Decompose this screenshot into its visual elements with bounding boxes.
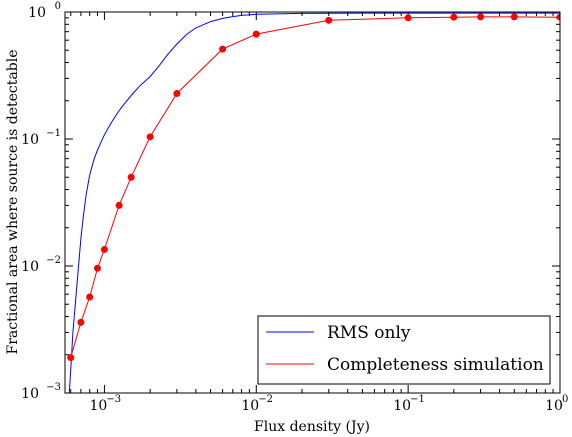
x-axis-label: Flux density (Jy): [254, 419, 370, 435]
data-point: [252, 30, 260, 38]
x-tick-label-base: 10: [545, 398, 563, 414]
x-tick-label-exponent: −3: [106, 394, 121, 405]
y-tick-label-base: 10: [21, 259, 39, 275]
x-tick-label-exponent: 0: [562, 394, 568, 405]
legend-label-completeness: Completeness simulation: [327, 355, 544, 375]
data-point: [510, 13, 518, 21]
series-layer: [67, 12, 560, 393]
data-point: [86, 293, 94, 301]
x-tick-label-exponent: −2: [258, 394, 273, 405]
series-line-0: [68, 12, 560, 393]
data-point: [93, 264, 101, 272]
data-point: [115, 201, 123, 209]
y-tick-label-exponent: −1: [46, 128, 61, 139]
legend-label-rms-only: RMS only: [327, 323, 411, 343]
y-tick-label-base: 10: [21, 132, 39, 148]
data-point: [173, 90, 181, 98]
y-tick-label: 10 −2: [21, 255, 61, 275]
x-tick-label: 10 −1: [393, 394, 425, 414]
data-point: [77, 318, 85, 326]
x-tick-label: 10 −2: [241, 394, 273, 414]
x-tick-label: 10 −3: [90, 394, 122, 414]
data-point: [127, 173, 135, 181]
legend-box: [257, 315, 551, 385]
y-tick-label: 10 −1: [21, 128, 61, 148]
y-tick-label: 10 0: [28, 1, 61, 21]
data-point: [450, 13, 458, 21]
data-point: [556, 13, 560, 21]
legend: RMS only Completeness simulation: [257, 315, 551, 385]
y-tick-label-base: 10: [28, 5, 46, 21]
x-tick-label-exponent: −1: [410, 394, 425, 405]
x-tick-label-base: 10: [393, 398, 411, 414]
x-tick-label-base: 10: [241, 398, 259, 414]
data-point: [100, 245, 108, 253]
data-point: [146, 133, 154, 141]
labels-layer: 10 −3 10 −2 10 −1 10 010 −310 −210 −110 0: [21, 1, 568, 414]
y-tick-label-exponent: −2: [46, 255, 61, 266]
y-tick-label-exponent: 0: [55, 1, 61, 12]
y-axis-label: Fractional area where source is detectab…: [5, 50, 21, 355]
plot-frame: [64, 11, 561, 394]
data-point: [404, 14, 412, 22]
x-tick-label: 10 0: [545, 394, 568, 414]
x-tick-label-base: 10: [90, 398, 108, 414]
data-point: [325, 16, 333, 24]
y-tick-label-base: 10: [21, 386, 39, 402]
data-point: [67, 354, 75, 362]
data-point: [477, 13, 485, 21]
y-tick-label-exponent: −3: [46, 382, 61, 393]
data-point: [219, 45, 227, 53]
y-tick-label: 10 −3: [21, 382, 61, 402]
